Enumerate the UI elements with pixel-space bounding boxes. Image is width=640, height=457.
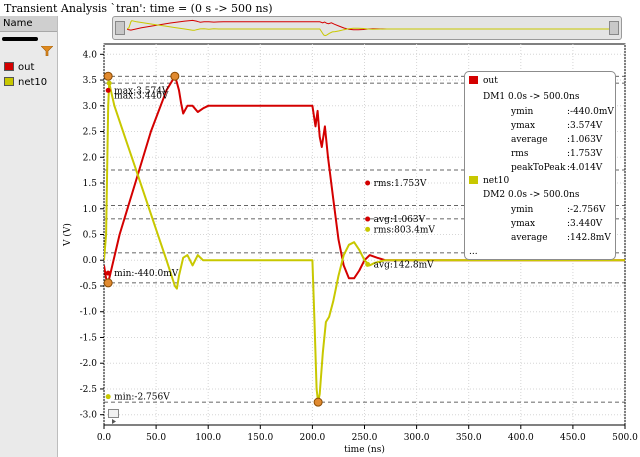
- x-axis-label: time (ns): [344, 444, 385, 455]
- legend-item-net10[interactable]: net10: [4, 76, 54, 90]
- measurement-info-box: out DM1 0.0s -> 500.0ns ymin :-440.0mV y…: [464, 71, 616, 260]
- info-net10-name: net10: [483, 176, 510, 186]
- marker-label-out-min: min:-440.0mV: [114, 269, 179, 279]
- y-tick-label: -0.5: [80, 282, 98, 292]
- info-swatch-out: [469, 76, 478, 84]
- info-out-range: DM1 0.0s -> 500.0ns: [483, 92, 580, 102]
- info-net10-header: net10: [469, 176, 509, 186]
- y-tick-label: -2.5: [80, 385, 98, 395]
- x-tick-label: 500.0: [612, 433, 638, 443]
- redacted-label: [2, 37, 38, 41]
- y-tick-label: -1.0: [80, 308, 98, 318]
- info-out-key: average: [511, 135, 548, 145]
- x-tick-label: 50.0: [146, 433, 166, 443]
- y-tick-label: -2.0: [80, 359, 98, 369]
- legend-swatch-out: [4, 62, 14, 71]
- overview-series-net10: [127, 20, 609, 37]
- marker-point-out: [105, 270, 111, 276]
- filter-icon[interactable]: [41, 46, 53, 56]
- x-tick-label: 450.0: [560, 433, 586, 443]
- marker-point-net10: [365, 261, 371, 267]
- info-out-value: :1.753V: [567, 149, 603, 159]
- legend-label-net10: net10: [18, 77, 48, 88]
- info-out-key: ymin: [511, 107, 534, 117]
- y-tick-label: -3.0: [80, 411, 98, 421]
- y-tick-label: 0.5: [83, 231, 98, 241]
- info-out-key: peakToPeak: [511, 163, 566, 173]
- legend-item-out[interactable]: out: [4, 61, 54, 75]
- window-title: Transient Analysis `tran': time = (0 s -…: [4, 2, 273, 15]
- info-net10-value: :-2.756V: [567, 205, 606, 215]
- info-net10-key: ymax: [511, 219, 536, 229]
- info-net10-value: :3.440V: [567, 219, 603, 229]
- info-net10-value: :142.8mV: [567, 233, 611, 243]
- info-out-value: :-440.0mV: [567, 107, 614, 117]
- info-out-value: :3.574V: [567, 121, 603, 131]
- marker-label-out-max: max:3.574V: [114, 86, 169, 96]
- info-net10-key: ymin: [511, 205, 534, 215]
- x-tick-label: 300.0: [404, 433, 430, 443]
- marker-point-out: [365, 216, 371, 222]
- legend-label-out: out: [18, 62, 35, 73]
- y-axis-label: V (V): [62, 223, 73, 247]
- overview-strip[interactable]: [112, 16, 622, 40]
- legend-header: Name: [0, 16, 57, 32]
- y-tick-label: 2.0: [83, 153, 98, 163]
- overview-right-handle[interactable]: [609, 21, 619, 35]
- info-net10-range: DM2 0.0s -> 500.0ns: [483, 190, 580, 200]
- x-tick-label: 100.0: [195, 433, 221, 443]
- marker-point-out: [103, 71, 113, 81]
- marker-point-net10: [365, 226, 371, 232]
- y-tick-label: 1.0: [83, 205, 98, 215]
- info-out-key: ymax: [511, 121, 536, 131]
- x-tick-label: 400.0: [508, 433, 534, 443]
- info-out-value: :4.014V: [567, 163, 603, 173]
- overview-left-handle[interactable]: [115, 21, 125, 35]
- marker-point-out: [105, 87, 111, 93]
- y-tick-label: 4.0: [83, 50, 98, 60]
- y-tick-label: 0.0: [83, 256, 98, 266]
- marker-label-out-avg: avg:1.063V: [374, 215, 426, 225]
- marker-label-net10-min: min:-2.756V: [114, 393, 170, 403]
- marker-label-out-rms: rms:1.753V: [374, 179, 427, 189]
- marker-label-net10-avg: avg:142.8mV: [374, 260, 435, 270]
- info-swatch-net10: [469, 176, 478, 184]
- marker-point-net10: [106, 80, 112, 86]
- info-out-header: out: [469, 76, 498, 86]
- x-tick-label: 0.0: [97, 433, 112, 443]
- marker-label-net10-max: max:3.440V: [114, 91, 169, 101]
- x-tick-label: 150.0: [247, 433, 273, 443]
- y-tick-label: 3.5: [83, 76, 98, 86]
- y-tick-label: 3.0: [83, 102, 98, 112]
- marker-point-net10: [313, 397, 323, 407]
- x-tick-label: 200.0: [300, 433, 326, 443]
- trace-legend-panel: Name out net10: [0, 16, 58, 457]
- info-net10-key: average: [511, 233, 548, 243]
- y-tick-label: 1.5: [83, 179, 98, 189]
- y-tick-label: -1.5: [80, 333, 98, 343]
- info-out-name: out: [483, 76, 498, 86]
- marker-point-out: [170, 71, 180, 81]
- x-tick-label: 350.0: [456, 433, 482, 443]
- legend-swatch-net10: [4, 77, 14, 86]
- play-button[interactable]: [108, 409, 119, 424]
- marker-point-net10: [105, 394, 111, 400]
- info-out-key: rms: [511, 149, 529, 159]
- info-out-value: :1.063V: [567, 135, 603, 145]
- y-tick-label: 2.5: [83, 128, 98, 138]
- info-more-indicator: ...: [469, 247, 478, 257]
- overview-trace-preview: [127, 19, 609, 37]
- marker-point-out: [103, 278, 113, 288]
- x-tick-label: 250.0: [352, 433, 378, 443]
- marker-point-out: [365, 180, 371, 186]
- marker-label-net10-rms: rms:803.4mV: [374, 225, 436, 235]
